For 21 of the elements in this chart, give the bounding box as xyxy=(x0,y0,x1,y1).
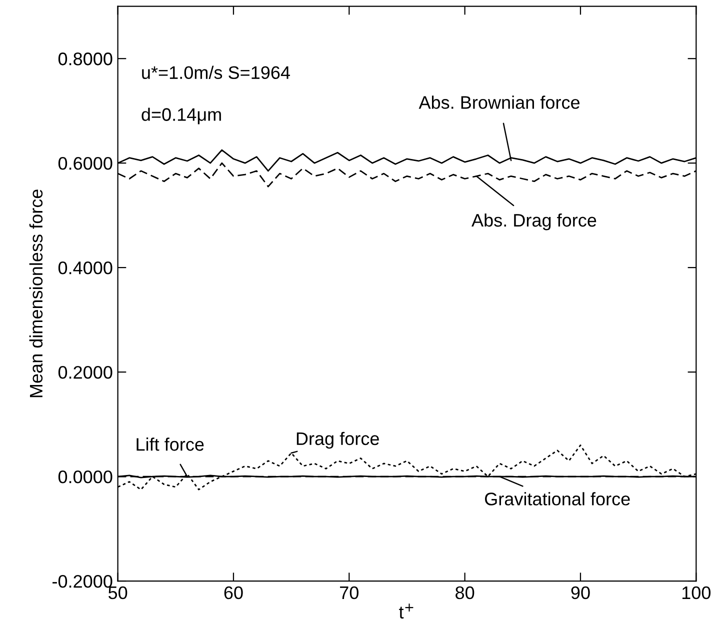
y-axis-title: Mean dimensionless force xyxy=(29,190,43,398)
x-axis-title: t$^{+}$ xyxy=(399,604,414,619)
annotation: Lift force xyxy=(136,438,204,451)
x-tick-label: 60 xyxy=(224,586,243,600)
annotation: Drag force xyxy=(296,432,379,449)
annotation: u*=1.0m/s S=1964 xyxy=(142,66,290,80)
y-tick-label: 0.4000 xyxy=(58,262,112,274)
annotation: d=0.14μm xyxy=(142,108,221,124)
x-tick-label: 100 xyxy=(682,586,711,600)
x-tick-label: 70 xyxy=(340,586,358,600)
annotation: Abs. Brownian force xyxy=(418,96,580,109)
x-tick-label: 90 xyxy=(571,586,590,600)
y-tick-label: 0.2000 xyxy=(58,366,112,379)
annotation: Gravitational force xyxy=(485,492,630,506)
x-tick-label: 80 xyxy=(456,586,474,600)
annotation: Abs. Drag force xyxy=(472,213,596,230)
x-tick-label: 50 xyxy=(108,586,128,600)
y-tick-label: 0.0000 xyxy=(58,470,112,484)
y-tick-label: 0.6000 xyxy=(58,157,112,170)
y-tick-label: -0.2000 xyxy=(52,574,112,588)
y-tick-label: 0.8000 xyxy=(58,52,112,66)
